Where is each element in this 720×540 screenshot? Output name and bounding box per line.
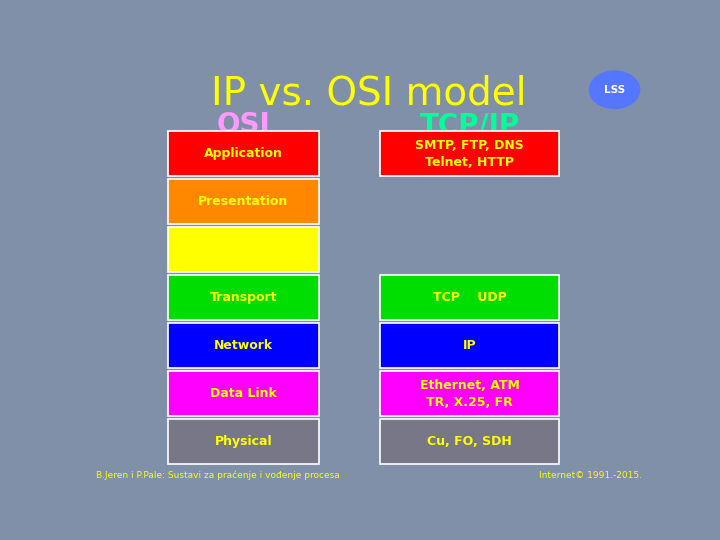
Text: IP: IP [463, 339, 476, 352]
Text: Data Link: Data Link [210, 387, 276, 400]
Text: TCP    UDP: TCP UDP [433, 291, 506, 304]
Text: Internet© 1991.-2015.: Internet© 1991.-2015. [539, 471, 642, 480]
Text: LSS: LSS [604, 85, 625, 94]
FancyBboxPatch shape [168, 372, 319, 416]
FancyBboxPatch shape [168, 275, 319, 320]
Text: OSI: OSI [217, 111, 270, 139]
FancyBboxPatch shape [380, 372, 559, 416]
FancyBboxPatch shape [380, 419, 559, 464]
FancyBboxPatch shape [380, 323, 559, 368]
Text: Transport: Transport [210, 291, 277, 304]
FancyBboxPatch shape [380, 131, 559, 176]
FancyBboxPatch shape [168, 131, 319, 176]
Text: IP vs. OSI model: IP vs. OSI model [211, 75, 527, 113]
FancyBboxPatch shape [380, 275, 559, 320]
FancyBboxPatch shape [168, 323, 319, 368]
FancyBboxPatch shape [168, 419, 319, 464]
Text: Presentation: Presentation [198, 195, 289, 208]
Text: SMTP, FTP, DNS
Telnet, HTTP: SMTP, FTP, DNS Telnet, HTTP [415, 139, 524, 168]
Text: Physical: Physical [215, 435, 272, 448]
FancyBboxPatch shape [168, 179, 319, 224]
Circle shape [590, 71, 639, 109]
Text: Network: Network [214, 339, 273, 352]
Text: Ethernet, ATM
TR, X.25, FR: Ethernet, ATM TR, X.25, FR [420, 379, 519, 409]
Text: Cu, FO, SDH: Cu, FO, SDH [427, 435, 512, 448]
Text: Application: Application [204, 147, 283, 160]
FancyBboxPatch shape [168, 227, 319, 272]
Text: B.Jeren i P.Pale: Sustavi za praćenje i vođenje procesa: B.Jeren i P.Pale: Sustavi za praćenje i … [96, 471, 339, 481]
Text: TCP/IP: TCP/IP [419, 111, 520, 139]
